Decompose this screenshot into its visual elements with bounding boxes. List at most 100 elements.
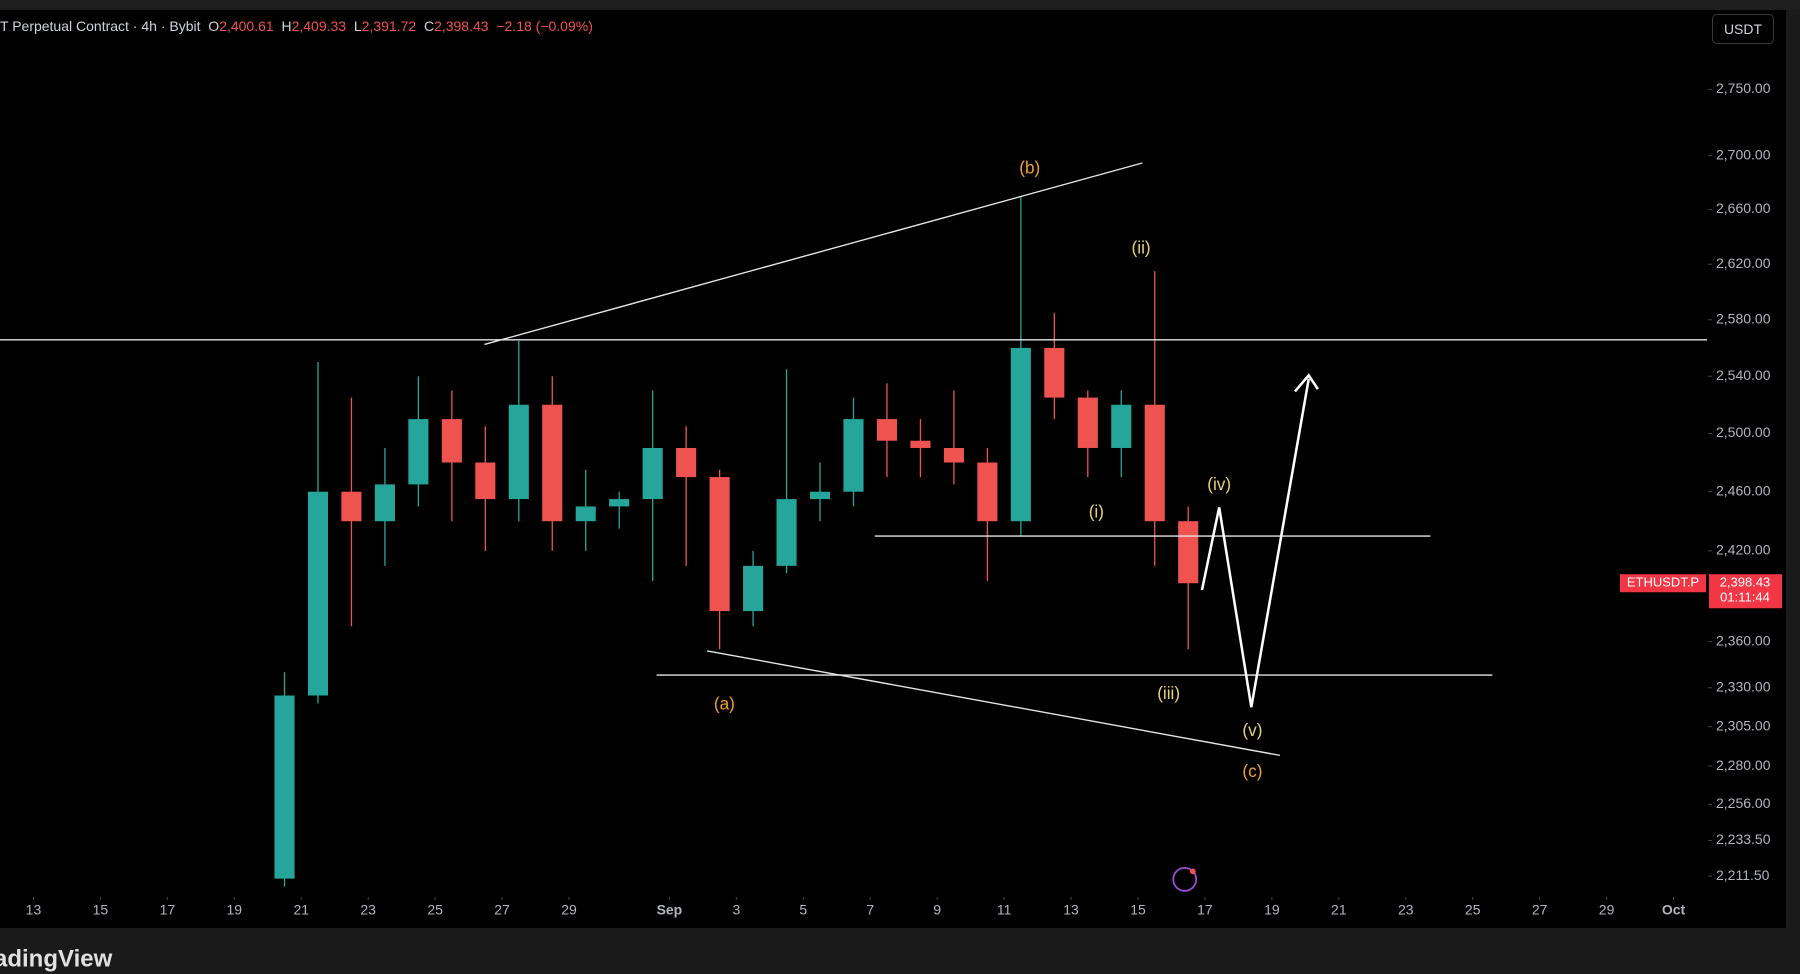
y-tick-label: 2,330.00 [1716, 678, 1771, 694]
x-tick-label: 23 [1398, 902, 1414, 918]
x-tick-label: Sep [657, 902, 683, 918]
candle-body [843, 419, 864, 492]
y-tick-label: 2,256.00 [1716, 795, 1771, 811]
x-tick-label: 17 [160, 902, 176, 918]
arrow-head [1293, 373, 1319, 393]
x-tick-label: 27 [494, 902, 510, 918]
y-tick-label: 2,620.00 [1716, 255, 1771, 271]
x-tick-label: 23 [360, 902, 376, 918]
price-tag: ETHUSDT.P 2,398.43 01:11:44 [1620, 574, 1782, 609]
wave-label: (i) [1089, 502, 1104, 522]
x-tick-label: 29 [561, 902, 577, 918]
x-tick-label: 21 [293, 902, 309, 918]
candle-body [676, 447, 697, 478]
change: −2.18 (−0.09%) [496, 18, 593, 34]
open: 2,400.61 [219, 18, 274, 34]
y-tick-label: 2,305.00 [1716, 717, 1771, 733]
wave-label: (v) [1242, 720, 1262, 740]
high: 2,409.33 [291, 18, 347, 34]
x-tick-label: 15 [93, 902, 109, 918]
candle-body [809, 491, 831, 500]
candle-body [1044, 347, 1065, 398]
x-tick-label: 9 [933, 902, 941, 918]
candle-body [1178, 521, 1199, 584]
candle-body [307, 491, 329, 696]
wave-label: (iv) [1207, 474, 1231, 494]
projection-path [1200, 378, 1310, 708]
candle-body [441, 419, 462, 463]
axes: 2,211.50 2,233.50 2,256.00 2,280.00 2,305.00… [26, 80, 1771, 918]
wave-label: (b) [1019, 157, 1040, 177]
y-tick-label: 2,750.00 [1716, 80, 1771, 96]
candle-body [1010, 347, 1031, 522]
candle-body [709, 477, 730, 612]
candle-body [1077, 397, 1098, 448]
candle-body [876, 419, 898, 441]
wave-label: (iii) [1157, 683, 1180, 703]
x-tick-label: 15 [1130, 902, 1146, 918]
wave-label: (c) [1242, 761, 1262, 781]
candle-body [1111, 404, 1132, 448]
y-tick-label: 2,580.00 [1716, 310, 1771, 326]
tag-price-box [1709, 574, 1782, 609]
x-tick-label: 25 [1465, 902, 1481, 918]
x-tick-label: 25 [427, 902, 443, 918]
candle-body [743, 565, 764, 612]
footer-bar [0, 928, 1800, 974]
x-tick-label: 7 [866, 902, 874, 918]
y-tick-label: 2,500.00 [1716, 424, 1771, 440]
symbol: T Perpetual Contract · 4h · Bybit [0, 18, 201, 34]
c-label: C [423, 18, 435, 34]
candles [274, 196, 1199, 887]
candle-body [575, 506, 596, 522]
y-tick-label: 2,360.00 [1716, 632, 1771, 648]
trend-line [707, 650, 1281, 757]
candle-body [609, 499, 630, 507]
tag-symbol: ETHUSDT.P [1627, 575, 1699, 590]
candle-body [475, 462, 496, 500]
tag-countdown: 01:11:44 [1720, 590, 1770, 605]
y-tick-label: 2,660.00 [1716, 200, 1771, 216]
side-strip [1786, 10, 1800, 928]
x-tick-label: 21 [1331, 902, 1347, 918]
o-label: O [208, 18, 220, 34]
y-tick-label: 2,700.00 [1716, 146, 1771, 162]
candle-body [374, 484, 395, 522]
candle-body [977, 462, 998, 522]
wave-label: (ii) [1132, 238, 1151, 258]
alert-icon[interactable] [1172, 866, 1198, 892]
x-tick-label: 5 [799, 902, 807, 918]
y-tick-label: 2,460.00 [1716, 482, 1771, 498]
header: T Perpetual Contract · 4h · Bybit O2,400… [0, 18, 593, 34]
brand: adingView [0, 945, 113, 972]
annotations: (b) (ii) (i) (iv) (iii) (v) (a) (c) [714, 157, 1263, 781]
x-tick-label: 13 [26, 902, 42, 918]
trend-line [484, 162, 1143, 346]
l-label: L [353, 18, 362, 34]
candle-body [1144, 404, 1165, 522]
y-tick-label: 2,211.50 [1716, 867, 1770, 883]
x-tick-label: Oct [1662, 902, 1686, 918]
h-label: H [281, 18, 292, 34]
x-tick-label: 29 [1599, 902, 1615, 918]
candle-body [341, 491, 362, 522]
alert-dot [1189, 868, 1196, 875]
candle-body [508, 404, 529, 500]
candle-body [408, 419, 429, 485]
x-tick-label: 13 [1063, 902, 1079, 918]
x-tick-label: 11 [997, 902, 1012, 918]
top-strip [0, 0, 1800, 10]
tag-symbol-box [1620, 574, 1706, 593]
y-tick-label: 2,540.00 [1716, 367, 1771, 383]
candle-body [943, 447, 964, 463]
x-tick-label: 17 [1197, 902, 1213, 918]
y-tick-label: 2,420.00 [1716, 542, 1771, 558]
y-tick-label: 2,280.00 [1716, 757, 1771, 773]
drawings [0, 162, 1708, 892]
currency-button[interactable]: USDT [1712, 14, 1774, 44]
wave-label: (a) [714, 693, 735, 713]
x-tick-label: 27 [1532, 902, 1548, 918]
candle-body [910, 440, 931, 448]
